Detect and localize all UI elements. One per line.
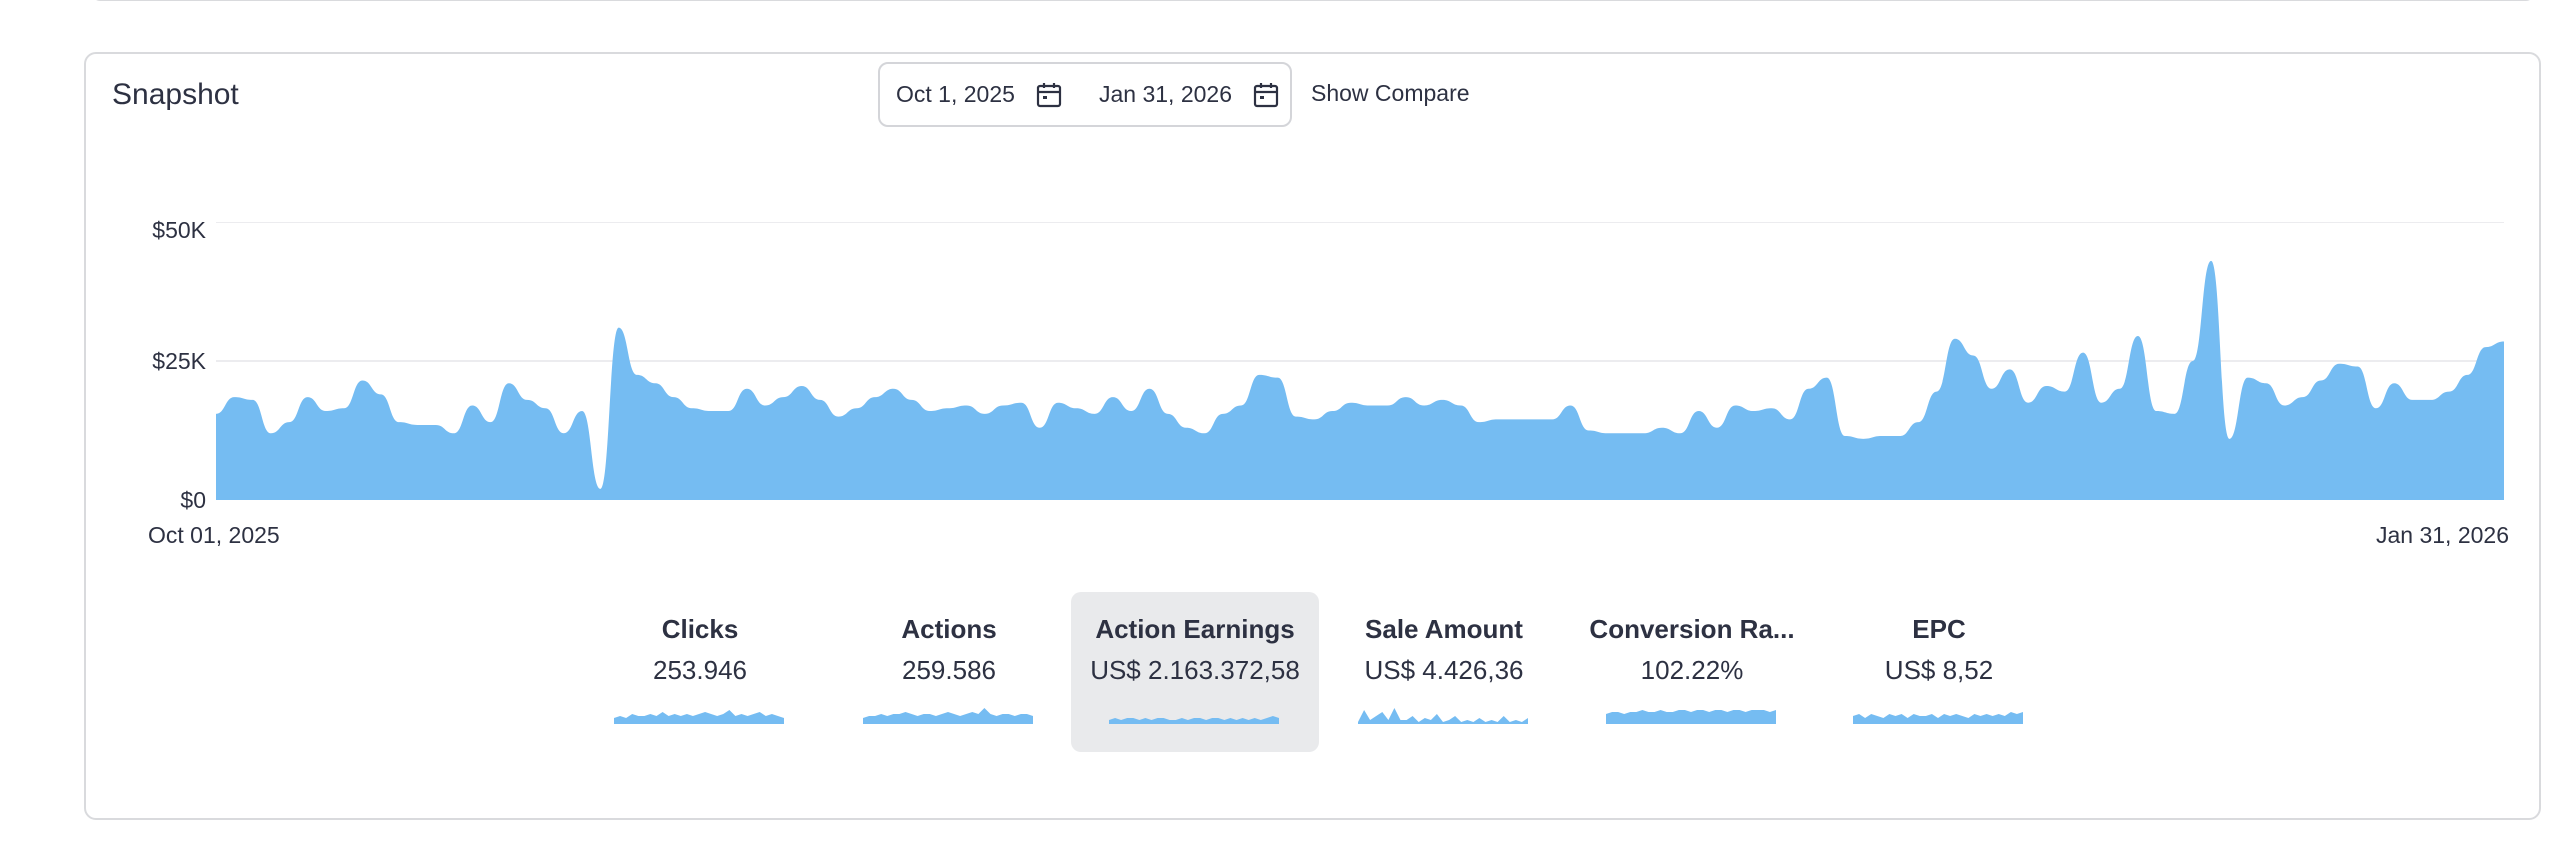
metric-label: Clicks [661, 614, 739, 644]
snapshot-title: Snapshot [112, 78, 239, 111]
earnings-series-area [216, 260, 2504, 500]
metric-value: US$ 8,52 [1884, 655, 1994, 685]
metric-sparkline [863, 708, 1033, 724]
start-date-field[interactable]: Oct 1, 2025 [896, 64, 1063, 125]
y-axis-tick-label: $50K [152, 217, 206, 243]
metric-sparkline [1109, 716, 1279, 724]
earnings-area-chart[interactable] [216, 222, 2504, 500]
sparkline-area [863, 708, 1033, 724]
calendar-icon[interactable] [1252, 81, 1280, 109]
metric-label: EPC [1912, 614, 1966, 644]
end-date-text: Jan 31, 2026 [1099, 81, 1233, 107]
metric-sparkline [614, 710, 784, 724]
show-compare-link[interactable]: Show Compare [1311, 80, 1470, 106]
metric-tile[interactable]: Clicks 253.946 [576, 592, 824, 752]
sparkline-area [1358, 708, 1528, 724]
end-date-field[interactable]: Jan 31, 2026 [1099, 64, 1280, 125]
metric-tile[interactable]: Action Earnings US$ 2.163.372,58 [1071, 592, 1319, 752]
metric-label: Actions [901, 614, 997, 644]
metric-tile[interactable]: EPC US$ 8,52 [1815, 592, 2063, 752]
metric-value: 102.22% [1640, 655, 1744, 685]
sparkline-area [1109, 716, 1279, 724]
metric-sparkline [1358, 708, 1528, 724]
metric-tile[interactable]: Conversion Ra... 102.22% [1568, 592, 1816, 752]
metric-tile[interactable]: Sale Amount US$ 4.426,36 [1320, 592, 1568, 752]
metric-value: 259.586 [902, 655, 996, 685]
metric-sparkline [1606, 710, 1776, 724]
x-axis-start-label: Oct 01, 2025 [148, 522, 280, 548]
sparkline-area [614, 710, 784, 724]
metric-value: 253.946 [653, 655, 747, 685]
date-range-picker[interactable]: Oct 1, 2025 Jan 31, 2026 [878, 62, 1292, 127]
y-axis-tick-label: $0 [180, 487, 206, 513]
metric-sparkline [1853, 712, 2023, 724]
y-axis-tick-label: $25K [152, 348, 206, 374]
metric-label: Conversion Ra... [1589, 614, 1795, 644]
sparkline-area [1853, 712, 2023, 724]
metric-value: US$ 4.426,36 [1364, 655, 1524, 685]
previous-card-bottom-edge [92, 0, 2534, 1]
metric-tile[interactable]: Actions 259.586 [825, 592, 1073, 752]
x-axis-end-label: Jan 31, 2026 [2376, 522, 2510, 548]
sparkline-area [1606, 710, 1776, 724]
metric-value: US$ 2.163.372,58 [1090, 655, 1300, 685]
metric-label: Action Earnings [1095, 614, 1295, 644]
start-date-text: Oct 1, 2025 [896, 81, 1015, 107]
metric-label: Sale Amount [1365, 614, 1523, 644]
calendar-icon[interactable] [1035, 81, 1063, 109]
